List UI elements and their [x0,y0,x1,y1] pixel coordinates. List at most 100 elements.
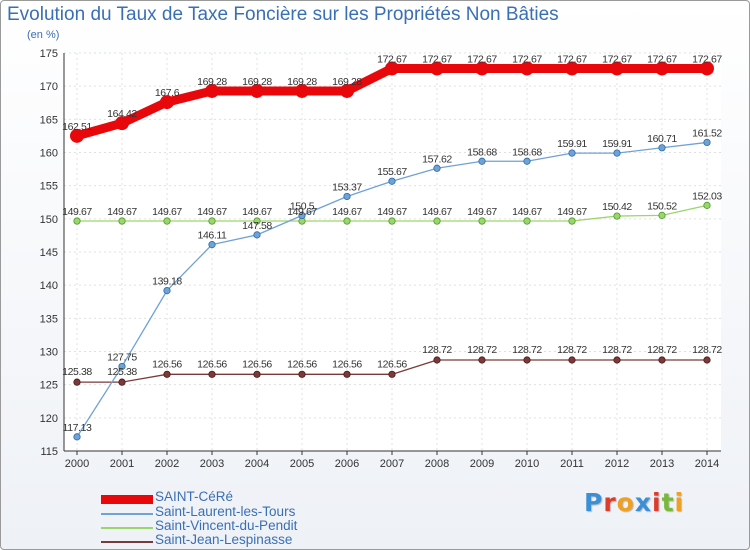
data-point [163,217,171,225]
legend-label: Saint-Laurent-les-Tours [155,504,296,519]
data-label: 172.67 [692,53,722,65]
data-point [475,61,489,76]
x-tick-label: 2000 [65,458,89,470]
data-point [70,128,84,143]
data-label: 172.67 [377,53,407,65]
data-point [208,241,216,249]
legend-label: Saint-Jean-Lespinasse [155,532,293,547]
data-point [208,217,216,225]
legend-swatch [101,513,153,515]
data-label: 169.28 [197,76,227,88]
data-point [343,192,351,201]
data-point [613,356,621,364]
data-point [118,362,126,371]
y-tick-label: 150 [40,214,58,226]
data-label: 172.67 [557,53,587,65]
data-label: 147.58 [242,220,272,232]
data-label: 158.68 [467,146,497,158]
data-label: 149.67 [197,206,227,218]
data-point [703,201,711,209]
data-point [118,217,126,225]
data-label: 149.67 [242,206,272,218]
data-point [343,370,351,378]
data-point [613,212,621,220]
data-label: 164.42 [107,108,137,120]
data-point [430,61,444,76]
x-tick-label: 2005 [290,458,314,470]
data-label: 169.28 [287,76,317,88]
x-tick-label: 2008 [425,458,449,470]
data-point [118,378,126,386]
y-tick-label: 155 [40,181,58,193]
data-label: 128.72 [557,344,587,356]
legend-label: Saint-Vincent-du-Pendit [155,518,298,533]
data-label: 155.67 [377,166,407,178]
data-label: 157.62 [422,153,452,165]
x-tick-label: 2012 [605,458,629,470]
data-point [73,433,81,441]
data-label: 149.67 [107,206,137,218]
data-point [478,157,486,165]
data-label: 126.56 [287,358,317,370]
data-label: 172.67 [602,53,632,65]
data-point [610,61,624,76]
y-tick-label: 125 [40,380,58,392]
legend-swatch [101,527,153,529]
logo-letter: x [634,488,652,517]
data-label: 149.67 [512,206,542,218]
data-point [433,356,441,364]
data-point [700,61,714,76]
x-tick-label: 2002 [155,458,179,470]
logo-letter: P [584,488,604,517]
data-label: 149.67 [377,206,407,218]
x-tick-label: 2013 [650,458,674,470]
data-point [298,370,306,378]
data-label: 128.72 [647,344,677,356]
data-label: 160.71 [647,133,677,145]
data-point [388,370,396,378]
data-point [568,356,576,364]
data-label: 150.5 [290,201,315,213]
data-point [613,149,621,157]
y-tick-label: 170 [40,81,58,93]
data-point [523,356,531,364]
data-point [298,211,306,220]
data-label: 150.42 [602,201,632,213]
data-label: 159.91 [602,138,632,150]
data-point [478,217,486,225]
x-tick-label: 2001 [110,458,134,470]
x-tick-label: 2009 [470,458,494,470]
logo-letter: r [603,488,617,517]
data-point [205,83,219,98]
logo-letter: i [652,488,662,517]
data-point [658,144,666,152]
data-label: 149.67 [332,206,362,218]
data-point [73,217,81,225]
data-label: 128.72 [467,344,497,356]
data-label: 149.67 [287,206,317,218]
data-point [253,231,261,239]
data-label: 149.67 [557,206,587,218]
x-tick-label: 2007 [380,458,404,470]
data-label: 117.13 [63,422,92,434]
y-tick-label: 165 [40,114,58,126]
data-label: 125.38 [62,366,92,378]
data-label: 149.67 [62,206,92,218]
grid-layer [64,52,721,452]
data-label: 125.38 [107,366,137,378]
x-tick-label: 2003 [200,458,224,470]
data-label: 172.67 [467,53,497,65]
data-point [433,217,441,225]
series-layer [70,61,714,441]
data-label: 149.67 [152,206,182,218]
data-label: 127.75 [107,351,137,363]
data-point [523,157,531,165]
data-point [160,95,174,110]
data-point [658,356,666,364]
data-point [163,287,171,295]
data-point [253,217,261,225]
proxiti-logo: Proxiti [584,488,684,517]
data-label: 149.67 [422,206,452,218]
